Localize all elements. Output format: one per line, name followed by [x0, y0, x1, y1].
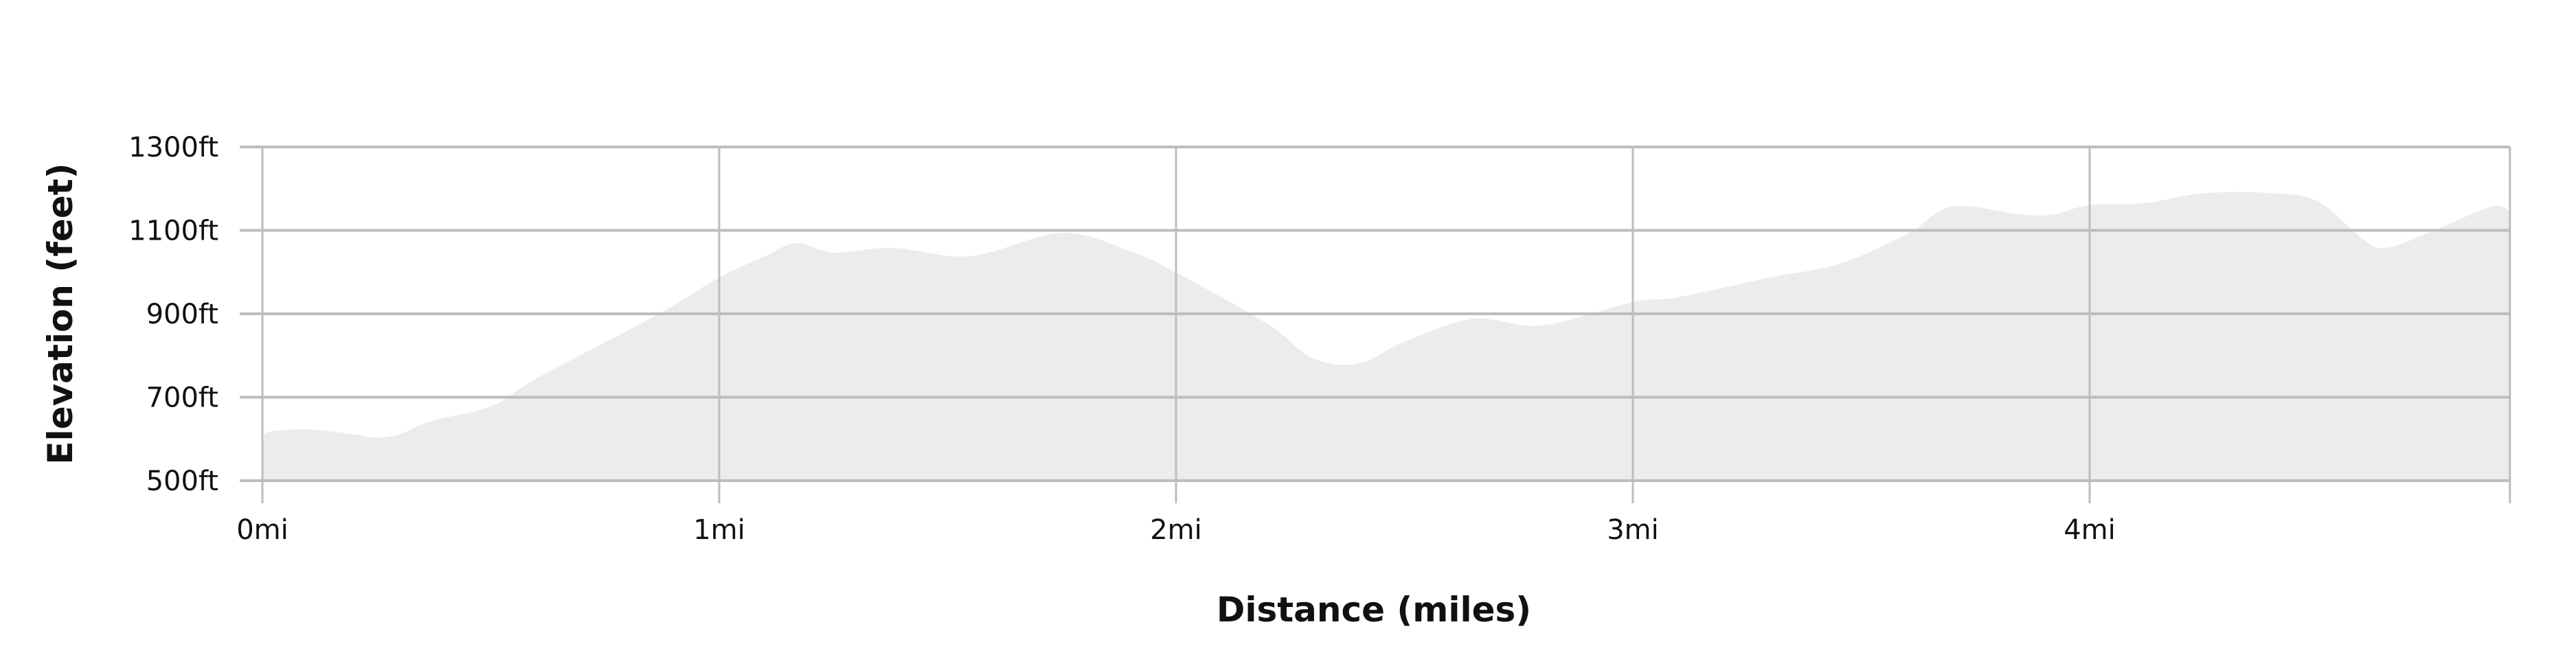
y-tick-label: 1300ft [128, 132, 218, 163]
y-tick-label: 700ft [146, 382, 218, 414]
y-axis-title: Elevation (feet) [41, 163, 80, 464]
y-tick-label: 500ft [146, 466, 218, 497]
y-tick-label: 900ft [146, 299, 218, 330]
x-tick-label: 1mi [693, 514, 745, 546]
tick-labels: 0mi 1mi 2mi 3mi 4mi 500ft 700ft 900ft 1100ft 1300… [128, 132, 2116, 546]
x-tick-label: 3mi [1607, 514, 1659, 546]
y-tick-label: 1100ft [128, 216, 218, 247]
x-tick-label: 2mi [1150, 514, 1202, 546]
x-axis-title: Distance (miles) [1217, 590, 1531, 630]
grid-overlay [240, 146, 2511, 503]
x-tick-label: 0mi [236, 514, 289, 546]
elevation-area [262, 192, 2510, 481]
x-tick-label: 4mi [2064, 514, 2116, 546]
